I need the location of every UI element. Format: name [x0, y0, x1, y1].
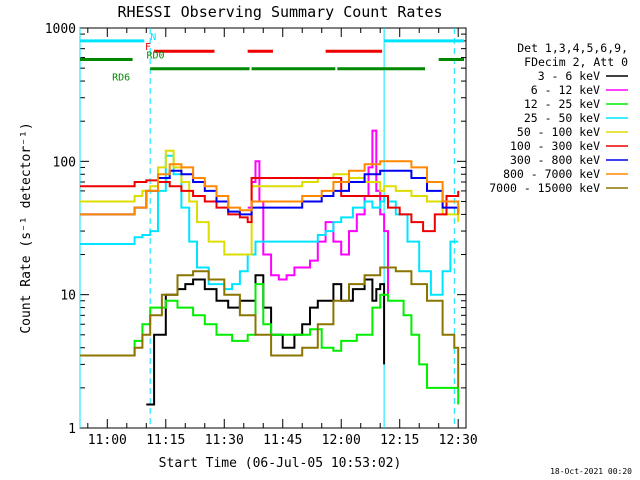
series-layer [80, 129, 460, 406]
legend: Det 1,3,4,5,6,9, FDecim 2, Att 0 3 - 6 k… [489, 41, 628, 195]
y-tick-labels: 1 10 100 1000 [45, 22, 76, 437]
state-bar-label: F [145, 42, 151, 53]
legend-item-label: 12 - 25 keV [524, 97, 600, 111]
legend-item-label: 6 - 12 keV [531, 83, 600, 97]
legend-item-label: 25 - 50 keV [524, 111, 600, 125]
x-tick-labels: 11:00 11:15 11:30 11:45 12:00 12:15 12:30 [88, 433, 478, 448]
x-tick-label: 12:15 [380, 433, 419, 448]
x-tick-label: 12:30 [439, 433, 478, 448]
x-axis-label: Start Time (06-Jul-05 10:53:02) [159, 456, 402, 471]
series-line-2 [80, 283, 460, 405]
axis-ticks [80, 28, 466, 429]
vertical-markers [79, 28, 455, 428]
y-tick-label: 10 [60, 289, 76, 304]
footer-timestamp: 18-Oct-2021 00:20 [550, 467, 632, 476]
legend-header-2: FDecim 2, Att 0 [524, 55, 628, 69]
state-bar-label: RD0 [147, 51, 165, 62]
series-line-1 [247, 129, 389, 295]
legend-header-1: Det 1,3,4,5,6,9, [517, 41, 628, 55]
x-tick-label: 11:15 [146, 433, 185, 448]
chart-title: RHESSI Observing Summary Count Rates [117, 3, 442, 21]
x-tick-label: 11:00 [88, 433, 127, 448]
y-tick-label: 1 [68, 422, 76, 437]
series-line-5 [80, 177, 460, 233]
y-tick-label: 1000 [45, 22, 76, 37]
x-tick-label: 12:00 [322, 433, 361, 448]
series-line-7 [80, 160, 460, 216]
legend-item-label: 300 - 800 keV [510, 153, 600, 167]
series-line-3 [80, 154, 459, 296]
legend-item-label: 7000 - 15000 keV [489, 181, 600, 195]
x-tick-label: 11:45 [263, 433, 302, 448]
state-bar-label: RD6 [112, 73, 130, 84]
y-axis-label: Count Rate (s⁻¹ detector⁻¹) [19, 122, 34, 333]
state-bar-label: N [150, 32, 156, 43]
series-line-4 [80, 149, 460, 256]
legend-item-label: 3 - 6 keV [538, 69, 600, 83]
x-tick-label: 11:30 [205, 433, 244, 448]
legend-item-label: 50 - 100 keV [517, 125, 600, 139]
y-tick-label: 100 [53, 155, 76, 170]
series-line-8 [80, 266, 460, 388]
legend-item-label: 100 - 300 keV [510, 139, 600, 153]
legend-item-label: 800 - 7000 keV [503, 167, 600, 181]
